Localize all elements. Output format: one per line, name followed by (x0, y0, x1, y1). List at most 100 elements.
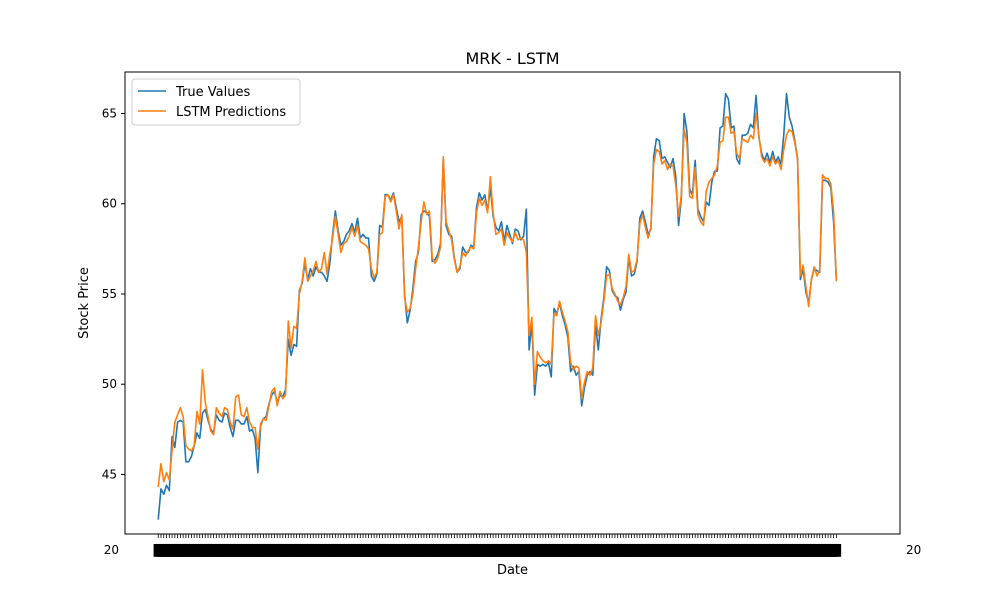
x-tick-label: █ (313, 544, 324, 557)
x-tick-label: █ (673, 544, 684, 557)
x-tick-label: █ (637, 544, 648, 557)
x-tick-label: █ (283, 544, 294, 557)
legend-label-true-values: True Values (175, 85, 250, 100)
x-tick-label: █ (656, 544, 667, 557)
x-tick-label: █ (205, 544, 216, 557)
x-tick-label: █ (648, 544, 659, 557)
x-tick-label: █ (642, 544, 653, 557)
x-tick-label: █ (499, 544, 510, 557)
x-tick-label: █ (382, 544, 393, 557)
x-tick-label: █ (172, 544, 183, 557)
x-tick-label: █ (352, 544, 363, 557)
x-tick-label-edge: 20 (104, 543, 119, 557)
x-tick-label: █ (501, 544, 512, 557)
x-tick-label: █ (438, 544, 449, 557)
x-tick-label: █ (241, 544, 252, 557)
x-tick-label: █ (781, 544, 792, 557)
x-tick-label: █ (742, 544, 753, 557)
x-tick-label: █ (366, 544, 377, 557)
x-tick-label: █ (565, 544, 576, 557)
x-tick-label: █ (410, 544, 421, 557)
x-tick-label: █ (280, 544, 291, 557)
x-tick-label: █ (728, 544, 739, 557)
x-tick-label: █ (764, 544, 775, 557)
x-tick-label: █ (177, 544, 188, 557)
x-tick-label: █ (374, 544, 385, 557)
x-tick-label: █ (532, 544, 543, 557)
x-tick-label: █ (665, 544, 676, 557)
x-tick-label: █ (341, 544, 352, 557)
x-tick-label: █ (402, 544, 413, 557)
x-tick-label: █ (191, 544, 202, 557)
x-tick-label: █ (288, 544, 299, 557)
x-tick-label: █ (712, 544, 723, 557)
legend-box (131, 78, 301, 126)
x-tick-label: █ (767, 544, 778, 557)
x-tick-label: █ (739, 544, 750, 557)
x-tick-label: █ (266, 544, 277, 557)
x-tick-label: █ (487, 544, 498, 557)
x-tick-label: █ (393, 544, 404, 557)
x-tick-label: █ (570, 544, 581, 557)
x-tick-label: █ (640, 544, 651, 557)
x-tick-label: █ (216, 544, 227, 557)
x-tick-label: █ (175, 544, 186, 557)
x-tick-label: █ (377, 544, 388, 557)
x-tick-label: █ (249, 544, 260, 557)
x-tick-label: █ (238, 544, 249, 557)
x-tick-label: █ (332, 544, 343, 557)
x-tick-label: █ (698, 544, 709, 557)
x-tick-label: █ (756, 544, 767, 557)
x-tick-label: █ (479, 544, 490, 557)
x-tick-label: █ (427, 544, 438, 557)
x-tick-label: █ (429, 544, 440, 557)
x-tick-label: █ (584, 544, 595, 557)
series-line-lstm-predictions (157, 112, 838, 488)
x-tick-label: █ (272, 544, 283, 557)
x-tick-label: █ (319, 544, 330, 557)
x-tick-label: █ (360, 544, 371, 557)
x-tick-label: █ (310, 544, 321, 557)
x-tick-label: █ (548, 544, 559, 557)
y-tick-label: 65 (102, 107, 117, 121)
x-tick-label: █ (822, 544, 833, 557)
x-tick-label: █ (786, 544, 797, 557)
x-tick-label: █ (485, 544, 496, 557)
x-tick-label: █ (476, 544, 487, 557)
x-tick-label: █ (806, 544, 817, 557)
x-tick-label: █ (706, 544, 717, 557)
x-tick-label: █ (623, 544, 634, 557)
x-tick-label: █ (546, 544, 557, 557)
x-tick-label: █ (587, 544, 598, 557)
x-tick-label: █ (750, 544, 761, 557)
x-tick-label: █ (463, 544, 474, 557)
x-tick-label: █ (296, 544, 307, 557)
x-tick-label: █ (670, 544, 681, 557)
x-tick-label: █ (202, 544, 213, 557)
x-tick-label: █ (551, 544, 562, 557)
x-tick-label: █ (797, 544, 808, 557)
x-tick-label: █ (734, 544, 745, 557)
x-tick-label: █ (731, 544, 742, 557)
x-tick-label: █ (200, 544, 211, 557)
x-tick-label: █ (775, 544, 786, 557)
x-tick-label: █ (725, 544, 736, 557)
x-tick-label: █ (252, 544, 263, 557)
x-tick-label: █ (809, 544, 820, 557)
x-tick-label: █ (618, 544, 629, 557)
x-tick-label: █ (817, 544, 828, 557)
x-tick-label: █ (800, 544, 811, 557)
x-tick-label: █ (357, 544, 368, 557)
x-tick-label: █ (391, 544, 402, 557)
x-tick-label: █ (598, 544, 609, 557)
x-tick-label: █ (828, 544, 839, 557)
x-tick-label: █ (194, 544, 205, 557)
x-tick-label: █ (579, 544, 590, 557)
x-tick-label: █ (745, 544, 756, 557)
x-tick-label: █ (355, 544, 366, 557)
x-tick-label: █ (305, 544, 316, 557)
x-tick-label: █ (404, 544, 415, 557)
x-tick-label: █ (432, 544, 443, 557)
x-tick-label: █ (595, 544, 606, 557)
x-tick-label: █ (346, 544, 357, 557)
